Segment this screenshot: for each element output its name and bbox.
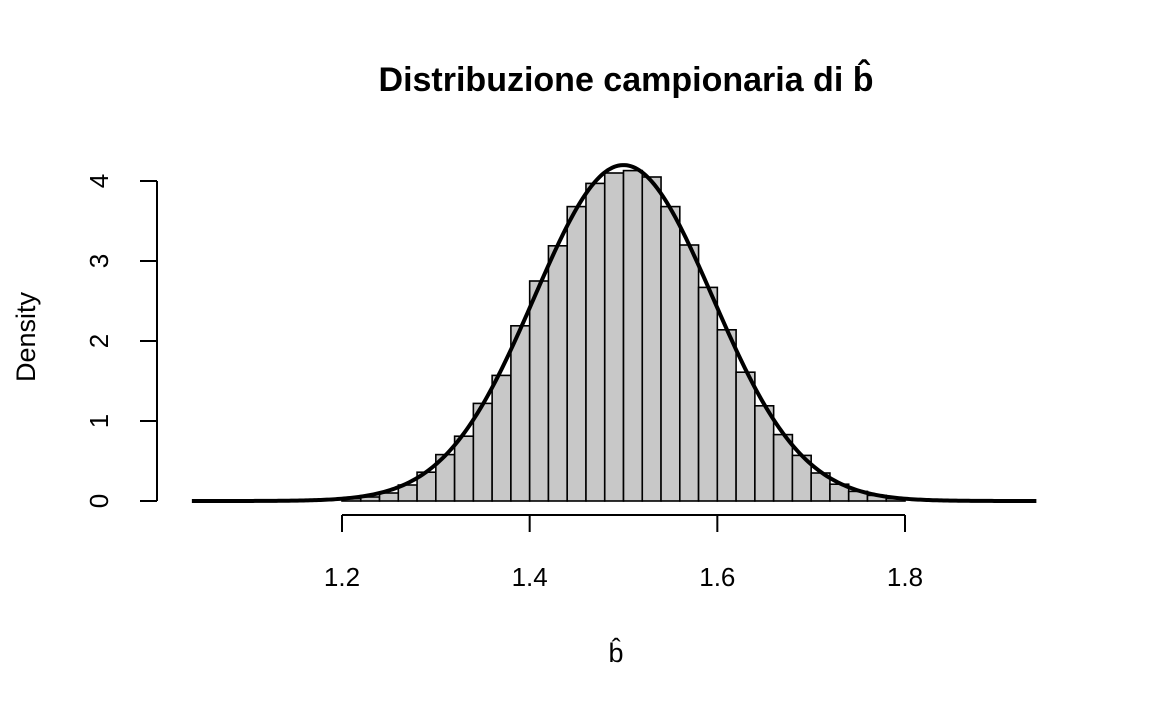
y-tick-label: 4 xyxy=(84,174,114,188)
histogram-bar xyxy=(453,435,475,502)
histogram-bar xyxy=(754,404,775,502)
y-tick-label: 1 xyxy=(84,414,114,428)
histogram-bar xyxy=(641,176,662,502)
histogram-bar xyxy=(697,286,719,502)
histogram-bar xyxy=(585,182,606,502)
histogram-bar xyxy=(716,328,737,502)
x-axis-label: b̂ xyxy=(608,638,623,668)
histogram-bar xyxy=(528,280,550,502)
histogram-bar xyxy=(678,244,700,502)
x-tick-label: 1.4 xyxy=(512,562,548,592)
chart-title: Distribuzione campionaria di b̂ xyxy=(379,60,874,99)
y-tick-label: 0 xyxy=(84,494,114,508)
y-tick-label: 3 xyxy=(84,254,114,268)
histogram-bar xyxy=(603,172,625,502)
x-tick-label: 1.2 xyxy=(324,562,360,592)
histogram-bar xyxy=(491,374,512,502)
x-tick-label: 1.8 xyxy=(887,562,923,592)
x-tick-label: 1.6 xyxy=(699,562,735,592)
histogram-bars xyxy=(341,169,906,502)
y-axis-label: Density xyxy=(11,291,41,382)
x-axis: 1.2 1.4 1.6 1.8 xyxy=(324,514,923,592)
histogram-bar xyxy=(510,324,531,502)
histogram-bar xyxy=(566,205,587,502)
y-axis: 0 1 2 3 4 xyxy=(84,174,158,508)
histogram-bar xyxy=(660,205,681,502)
normal-density-curve xyxy=(191,163,1037,503)
histogram-bar xyxy=(622,169,644,502)
y-tick-label: 2 xyxy=(84,334,114,348)
histogram-bar xyxy=(735,371,756,502)
histogram-bar xyxy=(547,245,568,502)
